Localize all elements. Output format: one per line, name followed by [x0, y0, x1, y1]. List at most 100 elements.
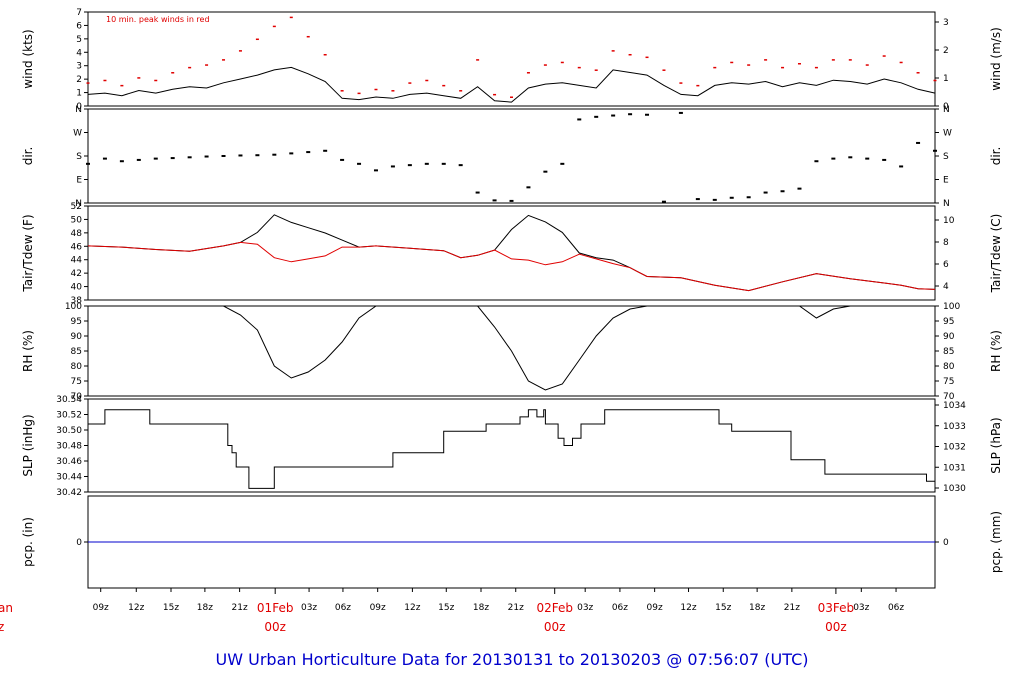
peak-wind-point	[476, 59, 480, 61]
x-tick-label: 12z	[128, 603, 144, 613]
left-tick-label-slp: 30.52	[56, 411, 82, 421]
dir-point	[695, 198, 700, 201]
date-label-day: 01Feb	[257, 601, 294, 615]
ylabel-left-wind: wind (kts)	[21, 29, 35, 88]
chart-footer-title: UW Urban Horticulture Data for 20130131 …	[215, 650, 809, 669]
panel-frame-wind	[87, 11, 936, 107]
dir-point	[594, 115, 599, 118]
dir-point	[204, 155, 209, 158]
left-edge-label: z	[0, 620, 4, 634]
dir-point	[136, 158, 141, 161]
left-tick-label-rh: 80	[71, 362, 83, 372]
series-line-rh-0	[88, 305, 935, 391]
dir-point	[933, 149, 937, 152]
peak-wind-point	[747, 64, 751, 66]
x-tick-label: 21z	[232, 603, 248, 613]
peak-wind-point	[543, 64, 547, 66]
peak-wind-point	[205, 64, 209, 66]
series-line-temp-0	[87, 214, 936, 292]
right-tick-label-rh: 80	[943, 362, 955, 372]
x-tick-label: 21z	[508, 603, 524, 613]
peak-wind-point	[510, 96, 513, 98]
right-tick-label-rh: 70	[943, 392, 955, 402]
dir-point	[611, 114, 616, 117]
dir-point	[797, 187, 802, 190]
dir-point	[424, 162, 429, 165]
series-line-slp-0	[88, 409, 936, 489]
peak-wind-point	[848, 59, 852, 61]
x-tick-label: 15z	[163, 603, 179, 613]
right-tick-label-temp: 10	[943, 216, 955, 226]
peak-wind-point	[120, 84, 124, 87]
peak-wind-point	[323, 53, 327, 56]
dir-point	[577, 118, 582, 121]
x-tick-label: 03z	[301, 603, 317, 613]
left-edge-label: an	[0, 601, 13, 615]
peak-wind-point	[357, 92, 361, 95]
dir-point	[272, 153, 277, 156]
right-tick-label-rh: 85	[943, 347, 954, 357]
dir-point	[390, 165, 395, 168]
right-tick-label-slp: 1034	[943, 401, 966, 411]
peak-wind-point	[459, 90, 463, 92]
dir-point	[492, 199, 497, 202]
left-tick-label-rh: 95	[71, 317, 82, 327]
peak-wind-point	[628, 53, 632, 56]
x-tick-label: 18z	[197, 603, 213, 613]
left-tick-label-temp: 46	[71, 242, 83, 252]
left-tick-label-dir: E	[76, 176, 82, 186]
dir-point	[526, 186, 531, 189]
ylabel-right-rh: RH (%)	[989, 330, 1003, 372]
right-tick-label-pcp: 0	[943, 538, 949, 548]
dir-point	[441, 162, 446, 165]
right-tick-label-wind: 2	[943, 46, 949, 56]
right-tick-label-slp: 1033	[943, 422, 966, 432]
peak-wind-point	[238, 50, 242, 52]
right-tick-label-rh: 95	[943, 317, 954, 327]
dir-point	[86, 162, 90, 165]
date-label-hour: 00z	[544, 620, 566, 634]
left-tick-label-rh: 85	[71, 347, 82, 357]
x-tick-label: 18z	[473, 603, 489, 613]
peak-wind-point	[594, 69, 598, 71]
right-tick-label-slp: 1030	[943, 484, 966, 494]
ylabel-right-pcp: pcp. (mm)	[989, 511, 1003, 573]
ylabel-right-slp: SLP (hPa)	[989, 417, 1003, 473]
x-tick-label: 12z	[680, 603, 696, 613]
dir-point	[831, 157, 836, 160]
x-tick-label: 09z	[370, 603, 386, 613]
left-tick-label-slp: 30.48	[56, 442, 82, 452]
peak-wind-point	[916, 72, 920, 74]
left-tick-label-wind: 0	[76, 102, 82, 112]
dir-point	[306, 151, 311, 154]
dir-point	[170, 157, 175, 160]
left-tick-label-wind: 5	[76, 35, 82, 45]
right-tick-label-temp: 6	[943, 260, 949, 270]
dir-point	[119, 160, 124, 163]
peak-wind-point	[272, 25, 276, 28]
left-tick-label-pcp: 0	[76, 538, 82, 548]
dir-point	[848, 156, 853, 159]
left-tick-label-slp: 30.54	[56, 395, 82, 405]
dir-point	[899, 165, 904, 168]
left-tick-label-temp: 42	[71, 269, 82, 279]
peak-wind-point	[814, 66, 818, 69]
dir-point	[628, 113, 633, 116]
peak-wind-point	[764, 59, 768, 61]
dir-point	[153, 157, 158, 160]
right-tick-label-temp: 4	[943, 282, 949, 292]
left-tick-label-wind: 6	[76, 21, 82, 31]
peak-wind-point	[662, 69, 666, 71]
panel-frame-dir	[87, 108, 936, 204]
peak-wind-point	[882, 55, 886, 57]
right-tick-label-dir: S	[943, 152, 949, 162]
right-tick-label-wind: 0	[943, 102, 949, 112]
dir-point	[340, 158, 345, 161]
dir-point	[323, 149, 328, 152]
dir-point	[102, 157, 107, 160]
dir-point	[729, 196, 734, 199]
peak-wind-point	[255, 38, 259, 41]
left-tick-label-dir: S	[76, 152, 82, 162]
peak-wind-point	[391, 90, 395, 92]
